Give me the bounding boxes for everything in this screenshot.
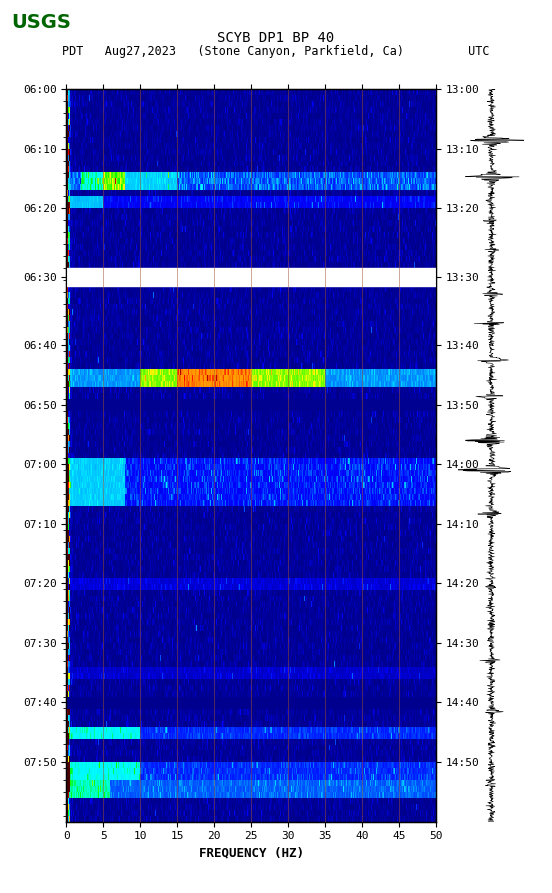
X-axis label: FREQUENCY (HZ): FREQUENCY (HZ) <box>199 847 304 860</box>
Bar <box>66 268 436 286</box>
Text: USGS: USGS <box>11 13 71 32</box>
Text: SCYB DP1 BP 40: SCYB DP1 BP 40 <box>217 31 335 46</box>
Text: PDT   Aug27,2023   (Stone Canyon, Parkfield, Ca)         UTC: PDT Aug27,2023 (Stone Canyon, Parkfield,… <box>62 45 490 58</box>
